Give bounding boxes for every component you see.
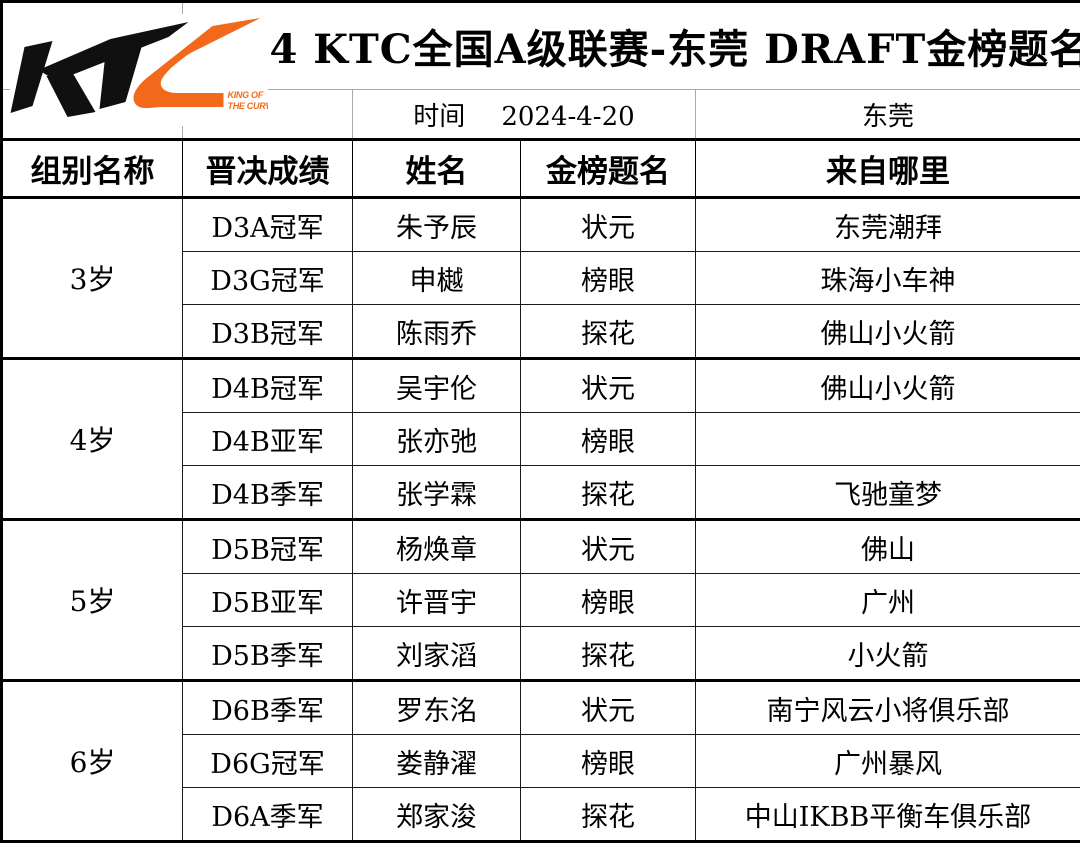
rank-title-cell: 探花 — [520, 787, 696, 842]
logo-tagline-line1: KING OF — [228, 90, 264, 100]
rank-title-cell: 状元 — [520, 518, 696, 574]
group-label-cell: 4岁 — [1, 357, 183, 520]
group-label-cell: 3岁 — [1, 196, 183, 359]
origin-cell: 佛山小火箭 — [695, 357, 1080, 413]
table-row: 6岁 D6B季军 罗东洺 状元 南宁风云小将俱乐部 — [1, 679, 1080, 842]
rank-title-cell: 探花 — [520, 465, 696, 520]
player-name-cell: 许晋宇 — [352, 573, 521, 627]
ktc-logo-k-stem — [10, 41, 53, 113]
origin-cell: 广州 — [695, 573, 1080, 627]
origin-cell: 飞驰童梦 — [695, 465, 1080, 520]
result-cell: D3G冠军 — [182, 251, 353, 305]
origin-cell: 小火箭 — [695, 626, 1080, 681]
rank-title-cell: 榜眼 — [520, 573, 696, 627]
result-cell: D5B冠军 — [182, 518, 353, 574]
ktc-logo: KING OF THE CURVE — [10, 14, 268, 126]
table-row: D6A季军 郑家浚 探花 中山IKBB平衡车俱乐部 — [2, 787, 1080, 842]
origin-cell: 南宁风云小将俱乐部 — [695, 679, 1080, 735]
player-name-cell: 娄静濯 — [352, 734, 521, 788]
rank-title-cell: 榜眼 — [520, 251, 696, 305]
player-name-cell: 刘家滔 — [352, 626, 521, 681]
player-name-cell: 张学霖 — [352, 465, 521, 520]
result-cell: D5B季军 — [182, 626, 353, 681]
table-row: 4岁 D4B冠军 吴宇伦 状元 佛山小火箭 — [1, 357, 1080, 520]
result-cell: D6G冠军 — [182, 734, 353, 788]
origin-cell: 中山IKBB平衡车俱乐部 — [695, 787, 1080, 842]
rank-title-cell: 探花 — [520, 626, 696, 681]
table-row: D5B季军 刘家滔 探花 小火箭 — [2, 626, 1080, 681]
rank-title-cell: 状元 — [520, 196, 696, 252]
ktc-logo-graphic: KING OF THE CURVE — [10, 18, 269, 117]
table-row: D6G冠军 娄静濯 榜眼 广州暴风 — [2, 734, 1080, 788]
rank-title-cell: 探花 — [520, 304, 696, 359]
col-header-group: 组别名称 — [1, 138, 183, 199]
player-name-cell: 郑家浚 — [352, 787, 521, 842]
ktc-logo-curve — [133, 18, 261, 109]
col-header-origin: 来自哪里 — [695, 138, 1080, 199]
origin-cell: 珠海小车神 — [695, 251, 1080, 305]
player-name-cell: 吴宇伦 — [352, 357, 521, 413]
player-name-cell: 朱予辰 — [352, 196, 521, 252]
col-header-rank: 金榜题名 — [520, 138, 696, 199]
origin-cell: 东莞潮拜 — [695, 196, 1080, 252]
result-cell: D4B亚军 — [182, 412, 353, 466]
origin-cell: 佛山小火箭 — [695, 304, 1080, 359]
origin-cell — [695, 412, 1080, 466]
player-name-cell: 陈雨乔 — [352, 304, 521, 359]
table-row: D3G冠军 申樾 榜眼 珠海小车神 — [2, 251, 1080, 305]
origin-cell: 广州暴风 — [695, 734, 1080, 788]
rank-title-cell: 状元 — [520, 679, 696, 735]
logo-tagline-line2: THE CURVE — [228, 101, 269, 111]
player-name-cell: 张亦弛 — [352, 412, 521, 466]
rank-title-cell: 榜眼 — [520, 734, 696, 788]
result-cell: D3A冠军 — [182, 196, 353, 252]
group-label-cell: 5岁 — [1, 518, 183, 681]
table-row: 3岁 D3A冠军 朱予辰 状元 东莞潮拜 — [1, 196, 1080, 359]
ktc-logo-t-leg — [99, 37, 145, 109]
event-location: 东莞 — [695, 89, 1080, 140]
player-name-cell: 杨焕章 — [352, 518, 521, 574]
table-row: D4B季军 张学霖 探花 飞驰童梦 — [2, 465, 1080, 520]
group-label-cell: 6岁 — [1, 679, 183, 842]
table-row: D5B亚军 许晋宇 榜眼 广州 — [2, 573, 1080, 627]
page-title: 2024 KTC全国A级联赛-东莞 DRAFT金榜题名 — [182, 1, 1080, 90]
player-name-cell: 申樾 — [352, 251, 521, 305]
result-cell: D5B亚军 — [182, 573, 353, 627]
player-name-cell: 罗东洺 — [352, 679, 521, 735]
col-header-result: 晋决成绩 — [182, 138, 353, 199]
result-cell: D6B季军 — [182, 679, 353, 735]
event-time-cell: 时间 2024-4-20 — [352, 89, 696, 140]
table-row: 5岁 D5B冠军 杨焕章 状元 佛山 — [1, 518, 1080, 681]
col-header-name: 姓名 — [352, 138, 521, 199]
result-cell: D4B季军 — [182, 465, 353, 520]
result-cell: D3B冠军 — [182, 304, 353, 359]
origin-cell: 佛山 — [695, 518, 1080, 574]
result-cell: D6A季军 — [182, 787, 353, 842]
ktc-logo-k-leg — [46, 71, 96, 117]
time-value: 2024-4-20 — [501, 101, 635, 132]
rank-title-cell: 状元 — [520, 357, 696, 413]
rank-title-cell: 榜眼 — [520, 412, 696, 466]
result-cell: D4B冠军 — [182, 357, 353, 413]
time-label: 时间 — [413, 101, 466, 132]
